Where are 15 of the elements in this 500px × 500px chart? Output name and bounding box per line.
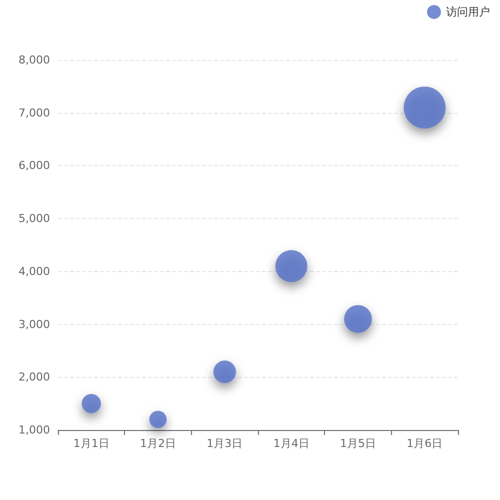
legend-label: 访问用户 xyxy=(446,6,490,18)
y-tick-label: 4,000 xyxy=(18,264,50,278)
x-tick-label: 1月6日 xyxy=(406,437,443,450)
y-tick-label: 3,000 xyxy=(18,318,50,331)
x-tick-label: 1月2日 xyxy=(140,437,176,450)
y-tick-label: 8,000 xyxy=(18,54,50,66)
y-tick-label: 6,000 xyxy=(18,159,50,172)
y-tick-label: 2,000 xyxy=(18,370,50,384)
x-tick-label: 1月1日 xyxy=(73,437,110,450)
x-tick-label: 1月4日 xyxy=(273,437,310,450)
x-tick-label: 1月3日 xyxy=(206,437,243,450)
x-tick-label: 1月5日 xyxy=(340,437,376,450)
y-tick-label: 7,000 xyxy=(18,106,50,120)
y-tick-label: 5,000 xyxy=(18,212,50,226)
y-tick-label: 1,000 xyxy=(18,424,50,436)
